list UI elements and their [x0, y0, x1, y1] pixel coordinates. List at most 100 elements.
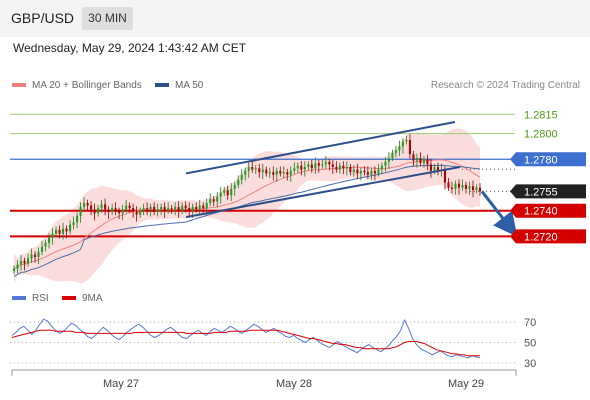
candle-body	[100, 204, 103, 209]
ma20-line	[13, 159, 481, 270]
candle-body	[303, 167, 306, 170]
candle-body	[254, 168, 257, 170]
candle-body	[324, 161, 327, 165]
candle-body	[268, 172, 271, 174]
time-axis: May 27 May 28 May 29	[11, 369, 517, 390]
candle-body	[377, 169, 380, 174]
candle-body	[282, 172, 285, 174]
legend-item-bollinger: MA 20 + Bollinger Bands	[12, 80, 142, 91]
rsi-tick-label: 70	[524, 317, 536, 329]
candle-body	[202, 205, 205, 209]
rsi-ma-line	[11, 329, 480, 357]
candle-body	[328, 161, 331, 165]
candle-body	[86, 203, 89, 206]
candle-body	[478, 187, 482, 192]
candle-body	[16, 264, 19, 269]
candle-body	[275, 170, 278, 175]
rsi-tick-label: 30	[524, 358, 536, 370]
candle-body	[83, 203, 86, 207]
legend-item-9ma: 9MA	[62, 293, 103, 304]
level-flag	[510, 203, 586, 218]
candle-body	[314, 163, 317, 169]
candle-body	[212, 199, 215, 202]
candle-body	[219, 192, 222, 197]
symbol-title: GBP/USD	[11, 10, 75, 26]
legend-item-ma50: MA 50	[155, 80, 203, 91]
candle-body	[244, 170, 247, 175]
legend-swatch-9ma	[62, 296, 76, 301]
level-flag-label: 1.2780	[524, 154, 558, 166]
legend-item-rsi: RSI	[12, 293, 49, 304]
timeframe-button[interactable]: 30 MIN	[82, 7, 133, 30]
candle-body	[373, 170, 376, 174]
candle-body	[181, 205, 184, 211]
legend-label-9ma: 9MA	[82, 293, 103, 304]
candle-body	[114, 208, 117, 211]
candle-body	[387, 158, 390, 162]
candle-body	[422, 159, 425, 164]
candle-body	[26, 258, 30, 264]
candle-body	[118, 210, 121, 214]
level-flag-label: 1.2740	[524, 206, 558, 218]
candle-body	[121, 209, 124, 214]
candle-body	[223, 190, 226, 193]
candle-body	[429, 164, 432, 171]
candle-body	[321, 164, 324, 166]
candle-body	[286, 172, 289, 175]
upper-trend-line	[185, 121, 456, 175]
candle-body	[76, 215, 79, 223]
trend-lines	[185, 121, 518, 237]
candle-body	[135, 212, 138, 215]
candle-body	[454, 183, 457, 189]
legend-label-bollinger: MA 20 + Bollinger Bands	[32, 80, 142, 91]
candle-body	[251, 167, 254, 170]
candle-body	[156, 209, 159, 212]
candle-body	[191, 206, 194, 211]
candle-body	[104, 204, 107, 210]
candle-body	[363, 170, 366, 173]
level-flags: 1.2815 1.2800 1.2780 1.2755 1.2740 1.2720	[510, 109, 586, 244]
candle-body	[265, 169, 268, 174]
candle-body	[65, 228, 68, 232]
candle-body	[149, 206, 152, 210]
candle-body	[58, 230, 61, 234]
legend-label-ma50: MA 50	[175, 80, 204, 91]
rsi-tick-label: 50	[524, 338, 536, 350]
candle-body	[146, 208, 149, 210]
candle-body	[317, 163, 320, 166]
candle-body	[139, 210, 142, 215]
candle-body	[216, 196, 219, 202]
candle-body	[142, 208, 145, 211]
candle-body	[195, 206, 198, 210]
legend-swatch-bollinger	[12, 83, 26, 88]
candle-body	[33, 254, 37, 257]
candle-body	[342, 165, 345, 169]
candle-body	[247, 167, 250, 171]
ma50-line	[13, 164, 481, 277]
candle-body	[401, 141, 404, 147]
level-flag	[510, 152, 586, 167]
candle-body	[366, 172, 369, 175]
candle-body	[457, 183, 461, 188]
candle-body	[37, 251, 40, 257]
level-flag-label: 1.2755	[524, 186, 558, 198]
legend-label-rsi: RSI	[32, 293, 49, 304]
candle-body	[394, 150, 397, 153]
candle-body	[72, 222, 75, 225]
candle-body	[338, 165, 341, 170]
candle-body	[405, 140, 408, 142]
candle-body	[19, 260, 23, 265]
candle-body	[356, 169, 359, 174]
candle-body	[128, 205, 131, 209]
x-tick-label: May 29	[448, 378, 484, 390]
lower-trend-line	[185, 166, 461, 219]
candle-body	[237, 179, 240, 185]
candle-body	[450, 187, 454, 189]
candle-body	[230, 188, 233, 196]
candle-body	[412, 154, 415, 161]
candle-body	[468, 186, 471, 189]
candle-body	[289, 170, 292, 175]
candle-body	[132, 208, 135, 212]
candle-body	[335, 167, 338, 170]
